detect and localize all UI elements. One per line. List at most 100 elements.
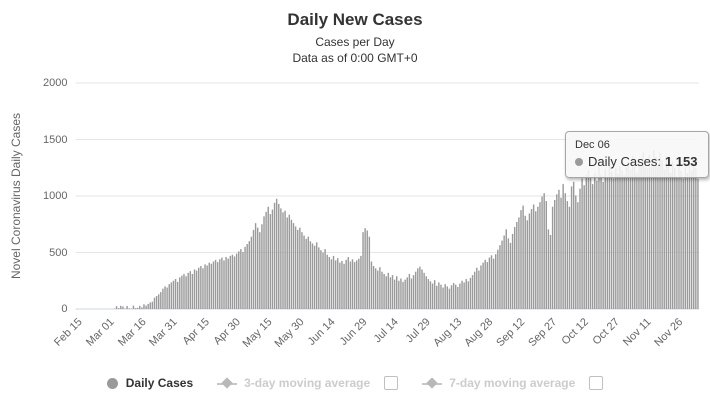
daily-cases-bar[interactable] [322, 252, 324, 310]
daily-cases-bar[interactable] [172, 280, 175, 309]
daily-cases-bar[interactable] [216, 262, 219, 309]
daily-cases-bar[interactable] [263, 216, 265, 309]
daily-cases-bar[interactable] [528, 213, 531, 309]
daily-cases-bar[interactable] [185, 276, 187, 309]
daily-cases-bar[interactable] [541, 196, 543, 309]
daily-cases-bar[interactable] [143, 304, 145, 309]
daily-cases-bar[interactable] [389, 277, 392, 309]
daily-cases-bar[interactable] [448, 288, 451, 309]
daily-cases-bar[interactable] [535, 211, 537, 309]
daily-cases-bar[interactable] [303, 235, 305, 309]
daily-cases-bar[interactable] [353, 262, 356, 309]
daily-cases-bar[interactable] [585, 175, 588, 309]
daily-cases-bar[interactable] [145, 305, 147, 309]
daily-cases-bar[interactable] [259, 232, 261, 309]
daily-cases-bar[interactable] [678, 163, 680, 309]
daily-cases-bar[interactable] [223, 260, 225, 309]
daily-cases-bar[interactable] [324, 249, 326, 309]
daily-cases-bar[interactable] [115, 306, 118, 309]
daily-cases-bar[interactable] [238, 251, 240, 309]
daily-cases-bar[interactable] [497, 249, 499, 309]
daily-cases-bar[interactable] [602, 181, 604, 310]
daily-cases-bar[interactable] [680, 170, 682, 309]
daily-cases-bar[interactable] [671, 161, 674, 309]
daily-cases-bar[interactable] [318, 247, 320, 309]
daily-cases-bar[interactable] [505, 229, 507, 309]
daily-cases-bar[interactable] [579, 188, 581, 309]
daily-cases-bar[interactable] [139, 305, 141, 309]
daily-cases-bar[interactable] [551, 206, 554, 309]
daily-cases-bar[interactable] [558, 189, 560, 309]
daily-cases-bar[interactable] [370, 261, 373, 309]
daily-cases-bar[interactable] [659, 152, 661, 310]
daily-cases-bar[interactable] [256, 227, 259, 309]
daily-cases-bar[interactable] [556, 194, 558, 309]
daily-cases-bar[interactable] [623, 175, 625, 309]
daily-cases-bar[interactable] [267, 206, 269, 309]
daily-cases-bar[interactable] [212, 261, 215, 309]
daily-cases-bar[interactable] [381, 271, 383, 309]
daily-cases-bar[interactable] [638, 159, 640, 309]
daily-cases-bar[interactable] [591, 184, 594, 309]
daily-cases-bar[interactable] [368, 236, 371, 309]
daily-cases-bar[interactable] [518, 217, 520, 309]
daily-cases-bar[interactable] [617, 173, 619, 309]
daily-cases-bar[interactable] [379, 267, 381, 309]
daily-cases-bar[interactable] [634, 163, 636, 309]
daily-cases-bar[interactable] [684, 167, 687, 309]
daily-cases-bar[interactable] [454, 284, 457, 309]
daily-cases-bar[interactable] [204, 264, 206, 309]
daily-cases-bar[interactable] [311, 243, 314, 309]
daily-cases-bar[interactable] [282, 212, 284, 309]
daily-cases-bar[interactable] [254, 223, 257, 309]
daily-cases-bar[interactable] [650, 162, 653, 309]
daily-cases-bar[interactable] [589, 177, 592, 309]
daily-cases-bar[interactable] [427, 279, 430, 309]
daily-cases-bar[interactable] [349, 261, 352, 309]
daily-cases-bar[interactable] [400, 278, 402, 309]
daily-cases-bar[interactable] [198, 267, 200, 309]
daily-cases-bar[interactable] [345, 259, 347, 309]
daily-cases-bar[interactable] [625, 167, 628, 309]
daily-cases-bar[interactable] [446, 286, 448, 309]
daily-cases-bar[interactable] [492, 258, 495, 309]
daily-cases-bar[interactable] [581, 178, 583, 309]
daily-cases-bar[interactable] [286, 217, 288, 309]
daily-cases-bar[interactable] [655, 157, 657, 309]
daily-cases-bar[interactable] [566, 201, 569, 309]
daily-cases-bar[interactable] [328, 257, 331, 309]
daily-cases-bar[interactable] [273, 202, 276, 309]
daily-cases-bar[interactable] [553, 199, 556, 309]
daily-cases-bar[interactable] [490, 255, 493, 309]
daily-cases-bar[interactable] [661, 160, 663, 309]
daily-cases-bar[interactable] [436, 285, 438, 309]
daily-cases-bar[interactable] [398, 280, 400, 309]
daily-cases-bar[interactable] [417, 268, 419, 309]
daily-cases-bar[interactable] [337, 258, 339, 309]
daily-cases-bar[interactable] [244, 246, 246, 309]
daily-cases-bar[interactable] [695, 168, 697, 309]
daily-cases-bar[interactable] [252, 229, 255, 309]
daily-cases-bar[interactable] [499, 245, 501, 309]
daily-cases-bar[interactable] [377, 270, 379, 309]
daily-cases-bar[interactable] [465, 279, 467, 309]
daily-cases-bar[interactable] [667, 164, 670, 309]
daily-cases-bar[interactable] [393, 279, 396, 309]
daily-cases-bar[interactable] [320, 250, 322, 309]
daily-cases-bar[interactable] [341, 260, 343, 309]
daily-cases-bar[interactable] [231, 254, 234, 309]
daily-cases-bar[interactable] [210, 263, 213, 309]
daily-cases-bar[interactable] [478, 270, 480, 309]
daily-cases-bar[interactable] [242, 251, 244, 309]
daily-cases-bar[interactable] [195, 270, 198, 309]
daily-cases-bar[interactable] [347, 257, 349, 309]
daily-cases-bar[interactable] [181, 275, 183, 309]
daily-cases-bar[interactable] [206, 265, 208, 310]
daily-cases-bar[interactable] [124, 308, 126, 309]
daily-cases-bar[interactable] [583, 185, 585, 309]
daily-cases-bar[interactable] [414, 271, 417, 309]
daily-cases-bar[interactable] [404, 279, 406, 309]
daily-cases-bar[interactable] [476, 267, 478, 309]
daily-cases-bar[interactable] [503, 235, 505, 309]
daily-cases-bar[interactable] [408, 273, 411, 309]
